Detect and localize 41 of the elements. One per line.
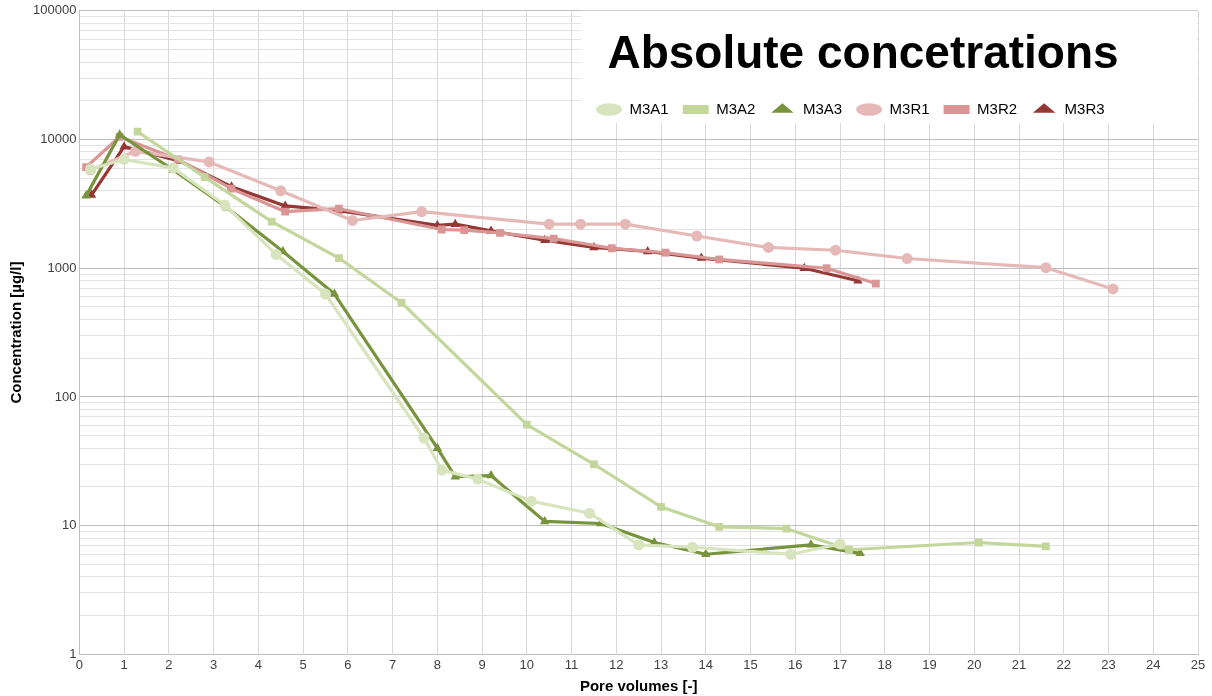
x-tick-label: 23 bbox=[1101, 656, 1116, 672]
x-tick-label: 1 bbox=[120, 656, 128, 672]
x-tick-label: 4 bbox=[254, 656, 262, 672]
x-tick-label: 17 bbox=[832, 656, 848, 672]
x-tick-label: 2 bbox=[165, 656, 173, 672]
x-tick-label: 8 bbox=[433, 656, 441, 672]
y-tick-label: 10000 bbox=[40, 131, 77, 147]
x-tick-label: 0 bbox=[75, 656, 83, 672]
legend-label: M3A1 bbox=[629, 99, 669, 117]
x-tick-label: 7 bbox=[388, 656, 397, 672]
x-tick-label: 18 bbox=[877, 656, 893, 672]
legend-label: M3R2 bbox=[977, 99, 1018, 117]
x-tick-label: 10 bbox=[519, 656, 535, 672]
y-tick-label: 10 bbox=[61, 517, 77, 533]
x-tick-label: 3 bbox=[210, 656, 218, 672]
legend-label: M3A3 bbox=[802, 99, 843, 117]
x-tick-label: 24 bbox=[1146, 656, 1161, 672]
y-axis-title: Concentration [µg/l] bbox=[7, 261, 25, 404]
legend-label: M3R1 bbox=[889, 99, 930, 117]
x-tick-label: 6 bbox=[344, 656, 352, 672]
legend-label: M3R3 bbox=[1064, 99, 1105, 117]
x-tick-label: 19 bbox=[922, 656, 937, 672]
y-tick-label: 100000 bbox=[32, 2, 77, 18]
y-tick-label: 1 bbox=[69, 645, 77, 661]
x-axis-title: Pore volumes [-] bbox=[579, 677, 698, 695]
y-tick-label: 1000 bbox=[47, 259, 77, 275]
x-tick-label: 9 bbox=[478, 656, 486, 672]
x-tick-label: 25 bbox=[1190, 656, 1206, 672]
legend-label: M3A2 bbox=[716, 99, 756, 117]
x-tick-label: 11 bbox=[564, 656, 579, 672]
x-tick-label: 12 bbox=[609, 656, 624, 672]
chart-title: Absolute concetrations bbox=[607, 26, 1119, 79]
y-tick-label: 100 bbox=[54, 388, 77, 404]
x-tick-label: 5 bbox=[299, 656, 307, 672]
x-tick-label: 20 bbox=[967, 656, 982, 672]
x-tick-label: 16 bbox=[788, 656, 803, 672]
x-tick-label: 22 bbox=[1056, 656, 1071, 672]
x-tick-label: 15 bbox=[743, 656, 758, 672]
x-tick-label: 13 bbox=[653, 656, 669, 672]
x-tick-label: 21 bbox=[1011, 656, 1027, 672]
x-tick-label: 14 bbox=[698, 656, 714, 672]
